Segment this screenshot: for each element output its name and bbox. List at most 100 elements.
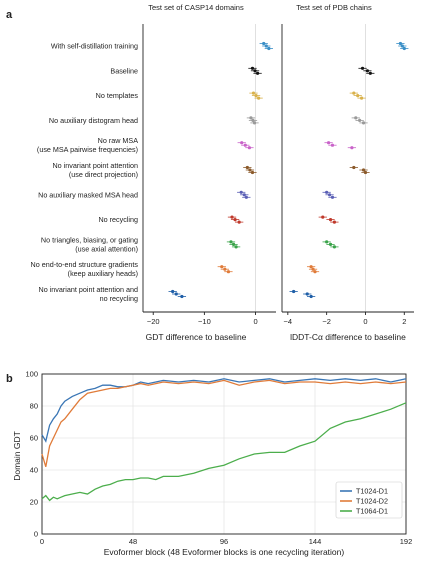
y-tick-label: 80 [30, 402, 38, 411]
gdt-by-block-plot: 0 20 40 60 80 100 0 48 96 144 192 T1024-D1T1024-D2T… [25, 370, 412, 547]
gdt-data-point [233, 218, 237, 222]
lddt-data-point [356, 94, 360, 98]
row-labels: With self-distillation training Baseline N… [31, 42, 139, 304]
gdt-data-point [257, 96, 261, 100]
lddt-data-point [309, 294, 313, 299]
gdt-data-point [267, 46, 271, 51]
row-label: (use direct projection) [69, 170, 138, 179]
lddt-data-point [361, 168, 366, 172]
gdt-difference-plot: −20 −10 0 [142, 24, 276, 326]
y-tick-label: 100 [25, 370, 38, 379]
row-label: No recycling [98, 215, 138, 224]
panel-a-left-title: Test set of CASP14 domains [148, 3, 244, 12]
gdt-data-point [247, 146, 251, 150]
row-label: With self-distillation training [51, 42, 138, 51]
gdt-data-point [230, 215, 234, 219]
gdt-data-point [226, 270, 231, 274]
y-tick-label: 40 [30, 466, 38, 475]
lddt-data-point [350, 146, 354, 150]
x-tick-label: 48 [129, 537, 137, 546]
row-label: No invariant point attention [52, 161, 138, 170]
x-tick-label: 192 [400, 537, 413, 546]
lddt-data-point [400, 44, 404, 48]
lddt-x-tick-label: −2 [322, 317, 331, 326]
gdt-data-point [253, 69, 257, 73]
row-label: No end-to-end structure gradients [31, 260, 139, 269]
y-tick-label: 0 [34, 530, 38, 539]
panel-a-left-xlabel: GDT difference to baseline [146, 332, 247, 342]
gdt-data-point [223, 267, 227, 271]
lddt-data-point [330, 143, 335, 147]
panel-b-ylabel: Domain GDT [12, 431, 22, 481]
gdt-data-point [244, 195, 248, 199]
row-label: No templates [96, 91, 139, 100]
row-label: (use MSA pairwise frequencies) [37, 145, 138, 154]
row-label: no recycling [100, 294, 138, 303]
legend-box [335, 481, 403, 519]
lddt-data-point [328, 218, 333, 222]
panel-b-letter: b [6, 373, 13, 385]
lddt-data-point [326, 141, 331, 145]
panel-a-right-title: Test set of PDB chains [296, 3, 372, 12]
row-label: No triangles, biasing, or gating [41, 235, 138, 244]
gdt-x-tick-label: −10 [198, 317, 211, 326]
gdt-data-point [242, 193, 246, 197]
gdt-data-point [250, 170, 255, 175]
x-tick-label: 0 [40, 537, 44, 546]
lddt-difference-plot: −4 −2 0 2 [281, 24, 414, 326]
lddt-data-point [368, 71, 372, 75]
gdt-data-point [264, 44, 268, 48]
lddt-x-tick-label: 2 [402, 317, 406, 326]
gdt-data-point [252, 121, 257, 125]
lddt-data-point [325, 240, 329, 244]
y-tick-label: 60 [30, 434, 38, 443]
row-label: (use axial attention) [75, 244, 138, 253]
lddt-x-tick-label: 0 [363, 317, 367, 326]
lddt-data-point [363, 170, 368, 175]
lddt-data-point [309, 265, 313, 269]
lddt-data-point [358, 118, 362, 122]
gdt-x-tick-label: −20 [147, 317, 160, 326]
lddt-data-point [327, 193, 332, 197]
lddt-data-point [354, 116, 358, 120]
legend-label: T1024-D1 [356, 487, 388, 496]
lddt-data-point [361, 121, 366, 125]
row-label: Baseline [110, 66, 138, 75]
lddt-data-point [313, 270, 317, 274]
gdt-x-tick-label: 0 [253, 317, 257, 326]
gdt-data-point [240, 141, 244, 145]
gdt-data-point [249, 116, 253, 120]
gdt-data-point [250, 66, 255, 70]
lddt-data-point [332, 245, 337, 249]
lddt-data-point [332, 220, 337, 224]
gdt-data-point [245, 165, 249, 170]
series-line-T1024-D2 [41, 379, 407, 467]
series-line-T1024-D1 [41, 378, 407, 443]
lddt-data-point [321, 215, 325, 219]
series-line-T1064-D1 [41, 402, 407, 502]
panel-a-letter: a [6, 9, 13, 21]
gdt-data-point [174, 292, 178, 296]
gdt-data-point [254, 94, 258, 98]
gdt-data-point [243, 143, 247, 147]
gdt-data-point [171, 289, 175, 294]
lddt-data-point [352, 91, 356, 95]
row-label: No auxiliary masked MSA head [38, 190, 138, 199]
gdt-data-point [220, 265, 224, 269]
panel-b-xlabel: Evoformer block (48 Evoformer blocks is … [104, 547, 345, 557]
lddt-data-point [328, 242, 333, 246]
gdt-data-point [234, 245, 238, 249]
row-label: No raw MSA [98, 136, 139, 145]
lddt-data-point [311, 267, 315, 271]
panel-a-right-xlabel: lDDT-Cα difference to baseline [290, 332, 406, 342]
lddt-data-point [360, 66, 365, 70]
legend-label: T1064-D1 [356, 507, 388, 516]
lddt-x-tick-label: −4 [284, 317, 293, 326]
row-label: No invariant point attention and [39, 285, 139, 294]
lddt-data-point [330, 195, 335, 199]
gdt-data-point [255, 71, 260, 75]
gdt-data-point [239, 190, 243, 194]
lddt-data-point [352, 165, 356, 170]
gdt-data-point [251, 91, 256, 95]
